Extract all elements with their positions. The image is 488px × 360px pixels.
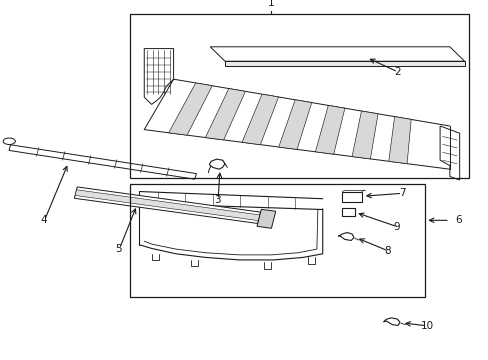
Polygon shape xyxy=(242,94,278,145)
Text: 10: 10 xyxy=(420,321,432,331)
Polygon shape xyxy=(209,159,224,169)
Text: 2: 2 xyxy=(393,67,400,77)
Bar xyxy=(129,14,468,178)
Polygon shape xyxy=(278,100,311,149)
Text: 1: 1 xyxy=(267,0,274,8)
Polygon shape xyxy=(439,126,459,180)
Polygon shape xyxy=(257,209,275,228)
Polygon shape xyxy=(168,83,212,135)
Text: 3: 3 xyxy=(214,195,221,205)
Polygon shape xyxy=(383,318,399,325)
Text: 5: 5 xyxy=(115,244,122,254)
Polygon shape xyxy=(75,190,259,221)
Text: 9: 9 xyxy=(393,222,400,232)
Text: 8: 8 xyxy=(384,246,390,256)
Polygon shape xyxy=(205,89,245,140)
Polygon shape xyxy=(74,187,260,224)
Text: 7: 7 xyxy=(398,188,405,198)
Polygon shape xyxy=(9,145,196,179)
FancyBboxPatch shape xyxy=(342,192,361,202)
Polygon shape xyxy=(210,47,464,61)
FancyBboxPatch shape xyxy=(342,208,354,216)
Polygon shape xyxy=(338,233,353,240)
Polygon shape xyxy=(351,111,377,159)
Polygon shape xyxy=(144,49,173,104)
Polygon shape xyxy=(315,105,344,154)
Text: 4: 4 xyxy=(41,215,47,225)
Bar xyxy=(129,184,425,297)
Polygon shape xyxy=(224,61,464,66)
Polygon shape xyxy=(388,117,410,164)
Text: 6: 6 xyxy=(455,215,462,225)
